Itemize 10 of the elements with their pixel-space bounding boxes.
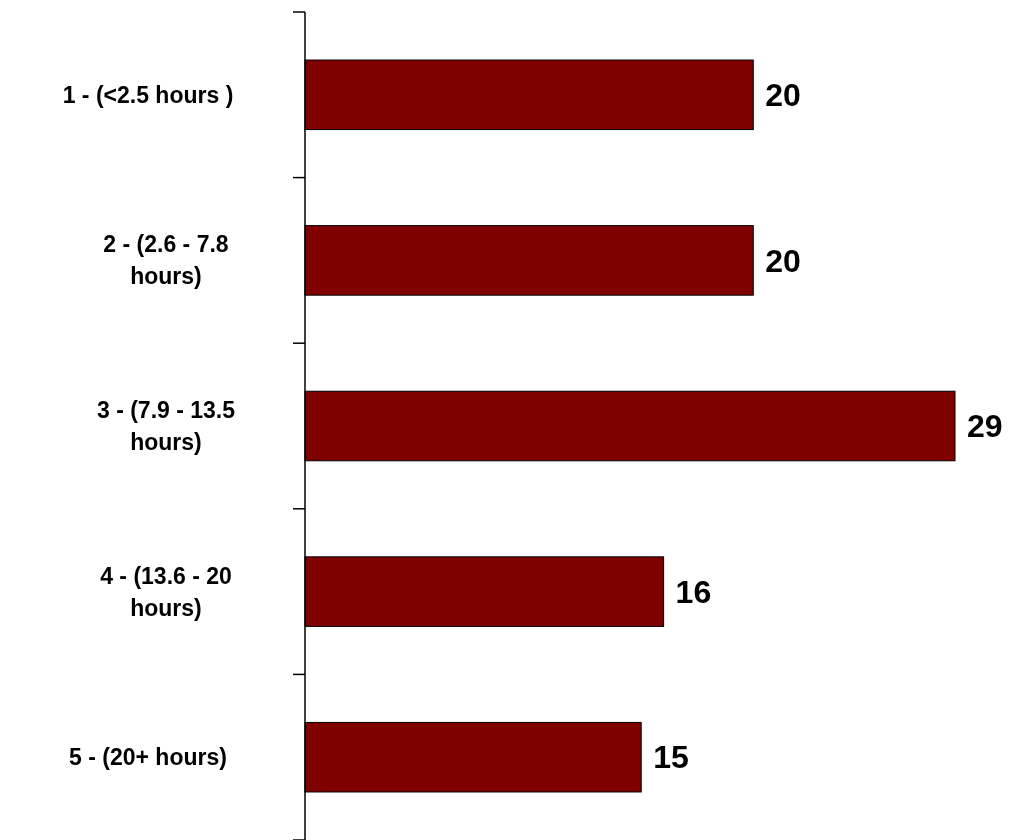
y-tick-label: 1 - (<2.5 hours ): [62, 81, 234, 108]
y-tick-label: 3 - (7.9 - 13.5 hours): [96, 397, 236, 456]
data-label: 20: [765, 242, 801, 279]
data-label: 16: [675, 573, 712, 610]
data-label: 15: [653, 739, 689, 776]
y-tick-label: 2 - (2.6 - 7.8 hours): [103, 231, 229, 290]
y-tick-label: 4 - (13.6 - 20 hours): [100, 562, 232, 621]
data-label: 20: [765, 77, 801, 113]
data-label: 29: [967, 408, 1003, 445]
y-tick-label: 5 - (20+ hours): [69, 744, 227, 771]
